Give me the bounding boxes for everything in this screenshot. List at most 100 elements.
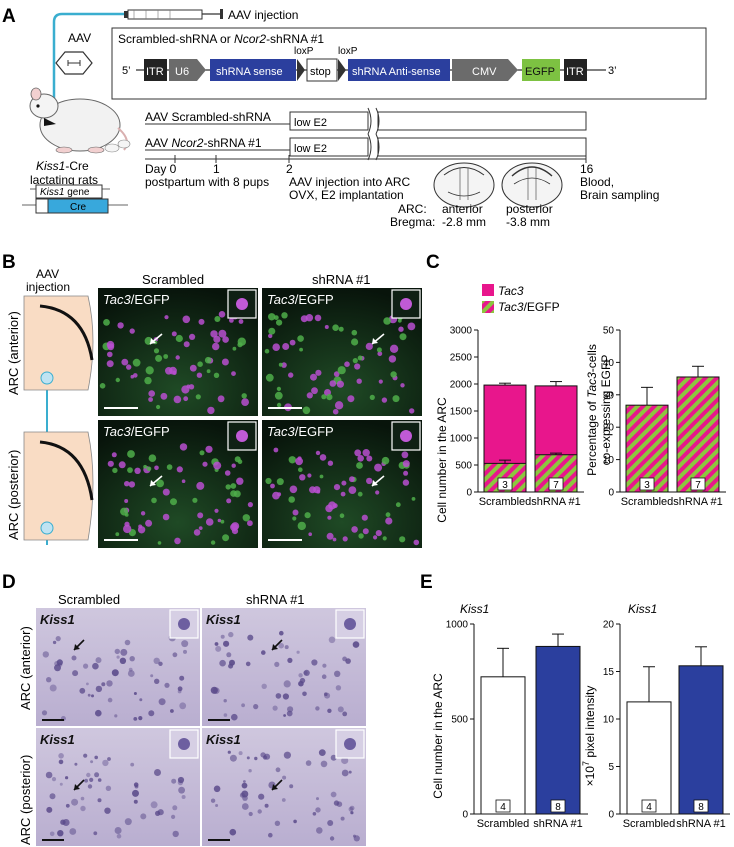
cell-spot	[222, 336, 229, 343]
construct-element-itr-right: ITR	[564, 59, 587, 81]
brain-section-anterior-icon	[433, 162, 495, 208]
cell-spot	[117, 322, 124, 329]
cell-spot	[41, 710, 48, 716]
cell-spot	[248, 769, 252, 773]
cell-spot	[315, 807, 321, 813]
cell-spot	[400, 383, 405, 388]
y-tick-label: 30	[603, 390, 615, 401]
cell-spot	[210, 330, 218, 338]
cell-spot	[332, 537, 337, 542]
cell-spot	[261, 650, 266, 655]
cell-spot	[215, 645, 222, 652]
cell-spot	[214, 642, 219, 646]
legend-swatch-tac3-egfp	[482, 301, 494, 313]
cell-spot	[133, 373, 138, 378]
cell-spot	[390, 371, 397, 378]
cell-spot	[230, 523, 238, 532]
arrow-head	[74, 784, 80, 790]
cell-spot	[311, 659, 318, 666]
cell-spot	[398, 326, 404, 332]
cell-spot	[341, 480, 347, 486]
svg-text:loxP: loxP	[338, 46, 358, 57]
n-label: 4	[500, 802, 506, 813]
cell-spot	[220, 519, 225, 524]
cell-spot	[246, 756, 250, 760]
cell-spot	[127, 467, 133, 473]
timeline-row1-label: AAV Scrambled-shRNA	[145, 110, 271, 124]
inset-cell	[344, 738, 356, 750]
tile-label: Tac3/EGFP	[267, 292, 334, 307]
cell-spot	[277, 492, 282, 497]
c-right-chart: 0 10 20 30 40 50 3 7 Scrambled shRNA #1	[603, 326, 726, 508]
fluorescence-tile: Tac3/EGFP	[262, 288, 422, 416]
tile-label-suffix: /EGFP	[295, 424, 334, 439]
cell-spot	[248, 811, 253, 817]
cell-spot	[116, 833, 122, 839]
c-right-ylabel-line1: Percentage of Tac3-cells	[585, 344, 599, 476]
cell-spot	[195, 394, 201, 400]
cell-spot	[358, 533, 364, 539]
cell-spot	[284, 645, 289, 650]
cell-spot	[150, 674, 154, 678]
cell-spot	[332, 324, 339, 332]
cell-spot	[177, 689, 182, 694]
cell-spot	[164, 315, 169, 320]
cell-spot	[276, 319, 283, 326]
cell-spot	[299, 347, 303, 352]
construct-element-itr-left: ITR	[144, 59, 167, 81]
y-tick-label: 500	[455, 461, 472, 472]
cell-spot	[217, 395, 225, 403]
cell-spot	[268, 832, 273, 838]
y-tick-label: 10	[603, 715, 615, 726]
cell-spot	[307, 473, 312, 478]
ish-tile: Kiss1	[36, 728, 200, 846]
c-left-chart: 0 500 1000 1500 2000 2500 3000 3 7 Scrambled shRNA…	[450, 326, 584, 508]
cell-spot	[316, 489, 321, 494]
svg-text:CMV: CMV	[472, 66, 497, 78]
y-tick-label: 1000	[450, 434, 473, 445]
tile-label: Kiss1	[206, 732, 241, 747]
cell-spot	[107, 460, 114, 467]
cell-spot	[333, 484, 341, 491]
cell-spot	[198, 526, 203, 530]
cell-spot	[58, 662, 63, 667]
cell-spot	[229, 754, 237, 762]
e-right-ylabel: ×107 pixel intensity	[581, 686, 597, 787]
ish-tile: Kiss1	[202, 728, 366, 846]
rat-line-label: Kiss1-Cre	[36, 159, 89, 173]
cell-spot	[217, 518, 222, 523]
cell-spot	[333, 371, 340, 377]
n-box	[690, 477, 706, 491]
cell-spot	[327, 460, 334, 466]
cell-spot	[153, 657, 160, 664]
cell-spot	[322, 663, 327, 668]
cell-spot	[354, 449, 362, 457]
svg-text:U6: U6	[175, 66, 189, 78]
n-box	[495, 799, 511, 813]
cell-spot	[71, 798, 79, 806]
b-col-shrna: shRNA #1	[312, 272, 371, 287]
cell-spot	[348, 486, 357, 494]
cell-spot	[58, 753, 64, 759]
cell-spot	[350, 811, 354, 815]
n-box	[548, 477, 564, 491]
cell-spot	[264, 803, 269, 808]
arrow-head	[150, 480, 156, 486]
injection-label-1: AAV injection into ARC	[289, 175, 411, 189]
cell-spot	[182, 315, 191, 324]
posterior-label: posterior	[506, 202, 553, 216]
cell-spot	[274, 661, 280, 668]
d-col-scrambled: Scrambled	[58, 592, 120, 607]
category-label: shRNA #1	[676, 818, 726, 830]
cell-spot	[54, 664, 61, 672]
cell-spot	[327, 820, 334, 826]
cell-spot	[133, 799, 138, 804]
tile-label-suffix: /EGFP	[131, 424, 170, 439]
cell-spot	[210, 686, 218, 694]
cell-spot	[163, 354, 169, 359]
cell-spot	[153, 348, 160, 354]
cell-spot	[272, 705, 278, 711]
d-row-anterior: ARC (anterior)	[18, 626, 33, 710]
cell-spot	[413, 539, 420, 546]
cell-spot	[261, 683, 267, 689]
